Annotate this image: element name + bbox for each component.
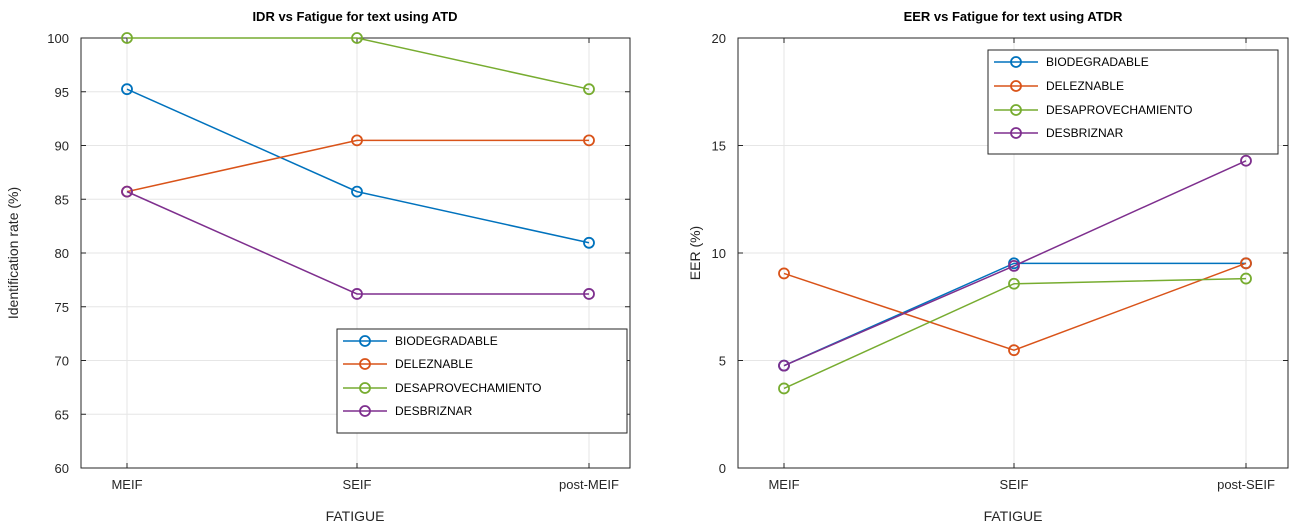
legend-label: BIODEGRADABLE [1046, 55, 1149, 69]
x-tick-label: post-MEIF [559, 477, 619, 492]
y-tick-label: 75 [55, 300, 69, 315]
data-point [1008, 344, 1020, 357]
legend-label: DELEZNABLE [395, 357, 473, 371]
legend-marker [1010, 56, 1022, 68]
series-line [783, 160, 1247, 367]
series-line [126, 139, 589, 193]
data-point [583, 134, 595, 147]
y-tick-label: 85 [55, 192, 69, 207]
data-point [583, 83, 595, 96]
legend-marker [1010, 80, 1022, 92]
data-point [121, 185, 133, 198]
series-line [126, 190, 589, 295]
chart-panel-1: 60 65 70 75 80 85 90 95 100 MEIF SEIF post-MEIF IDR … [5, 9, 631, 524]
data-point [1240, 257, 1252, 270]
series-line [783, 262, 1246, 367]
y-tick-label: 90 [55, 139, 69, 154]
legend-label: DESBRIZNAR [1046, 126, 1124, 140]
series-desbriznar [778, 154, 1252, 372]
legend-label: DESAPROVECHAMIENTO [1046, 103, 1192, 117]
legend-marker [359, 335, 371, 347]
legend-marker [359, 358, 371, 370]
series-line [783, 277, 1247, 390]
chart-title: IDR vs Fatigue for text using ATD [252, 9, 457, 24]
legend-label: DESAPROVECHAMIENTO [395, 381, 541, 395]
legend-label: DESBRIZNAR [395, 404, 473, 418]
y-tick-label: 15 [712, 139, 726, 154]
series-deleznable [778, 257, 1252, 357]
data-point [1240, 154, 1252, 167]
y-tick-label: 70 [55, 354, 69, 369]
legend-marker [359, 405, 371, 417]
y-tick-label: 100 [47, 31, 69, 46]
x-axis-label: FATIGUE [984, 508, 1043, 524]
y-tick-label: 20 [712, 31, 726, 46]
legend-box [987, 49, 1279, 155]
data-point [351, 185, 363, 198]
data-point [121, 83, 133, 96]
data-point [351, 288, 363, 300]
legend-marker [1010, 104, 1022, 116]
chart-panel-2: 0 5 10 15 20 MEIF SEIF post-SEIF EER vs Fatigue … [687, 9, 1289, 524]
legend: BIODEGRADABLE DELEZNABLE DESAPROVECHAMIENT… [336, 328, 628, 434]
x-tick-label: SEIF [1000, 477, 1029, 492]
series-line [126, 88, 590, 244]
legend-label: DELEZNABLE [1046, 79, 1124, 93]
y-tick-label: 10 [712, 246, 726, 261]
y-axis-label: Identification rate (%) [5, 187, 21, 319]
data-point [583, 288, 595, 300]
x-axis-label: FATIGUE [326, 508, 385, 524]
y-axis-label: EER (%) [687, 226, 703, 280]
data-point [351, 32, 363, 44]
series-biodegradable [121, 83, 595, 249]
series-desbriznar [121, 185, 595, 300]
series-line [783, 262, 1247, 351]
y-tick-label: 95 [55, 85, 69, 100]
data-point [1008, 277, 1020, 290]
data-point [778, 359, 790, 372]
legend-marker [1010, 127, 1022, 139]
x-tick-label: post-SEIF [1217, 477, 1275, 492]
x-tick-label: MEIF [111, 477, 142, 492]
data-point [121, 32, 133, 44]
series-line [127, 37, 590, 90]
data-point [1240, 272, 1252, 285]
legend-marker [359, 382, 371, 394]
x-tick-label: SEIF [343, 477, 372, 492]
data-point [583, 236, 595, 249]
y-tick-label: 60 [55, 461, 69, 476]
chart-title: EER vs Fatigue for text using ATDR [904, 9, 1123, 24]
series-desaprovechamiento [121, 32, 595, 96]
y-tick-label: 80 [55, 246, 69, 261]
y-tick-label: 65 [55, 407, 69, 422]
data-point [778, 267, 790, 280]
data-point [778, 382, 790, 395]
legend-box [336, 328, 628, 434]
legend: BIODEGRADABLE DELEZNABLE DESAPROVECHAMIENT… [987, 49, 1279, 155]
data-point [351, 134, 363, 147]
x-tick-label: MEIF [768, 477, 799, 492]
series-desaprovechamiento [778, 272, 1252, 395]
y-tick-label: 5 [719, 354, 726, 369]
y-tick-label: 0 [719, 461, 726, 476]
legend-label: BIODEGRADABLE [395, 334, 498, 348]
data-point [1008, 259, 1020, 272]
